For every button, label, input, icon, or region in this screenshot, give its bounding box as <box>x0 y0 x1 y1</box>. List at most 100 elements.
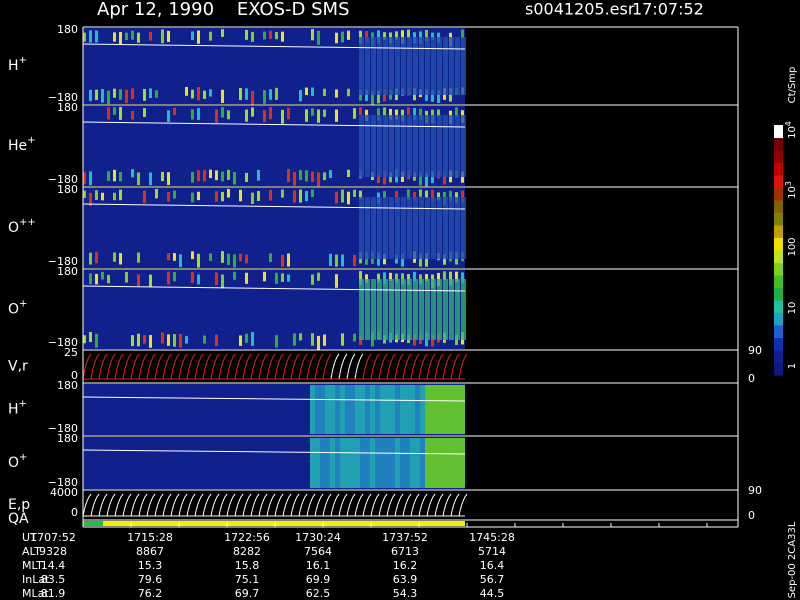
qa-bar <box>83 521 465 526</box>
spectrogram-cell <box>377 197 382 259</box>
footer-value: 1745:28 <box>469 531 515 544</box>
y-tick-label: −180 <box>48 173 78 186</box>
spectrogram-cell <box>431 334 434 347</box>
colorbar-cell <box>774 362 783 376</box>
curve <box>122 493 132 517</box>
spectrogram-cell <box>89 252 92 265</box>
spectrogram-cell <box>449 37 454 95</box>
spectrogram-cell <box>275 87 278 100</box>
panel-label-text: He <box>8 138 27 154</box>
curve <box>402 493 412 517</box>
spectrogram-cell <box>233 172 236 185</box>
spectrogram-cell <box>407 115 412 177</box>
panel-label-sup: + <box>27 135 35 146</box>
spectrogram-cell <box>173 334 176 347</box>
footer-value: 79.6 <box>138 573 163 586</box>
spectrogram-cell <box>425 274 428 282</box>
spectrogram-cell <box>377 172 380 184</box>
spectrogram-cell <box>355 385 360 434</box>
curve <box>314 353 324 380</box>
colorbar-cell <box>774 200 783 213</box>
curve <box>290 353 300 380</box>
spectrogram-cell <box>395 438 400 488</box>
curve <box>130 353 140 380</box>
curve <box>226 353 236 380</box>
spectrogram-cell <box>330 438 335 488</box>
colorbar-label-base: 100 <box>787 237 798 256</box>
spectrogram-cell <box>233 271 236 280</box>
spectrogram-cell <box>419 37 424 95</box>
curve <box>194 353 204 380</box>
spectrogram-cell <box>431 279 436 340</box>
curve <box>154 353 164 380</box>
spectrogram-cell <box>425 438 430 488</box>
colorbar-cell <box>774 275 783 288</box>
spectrogram-cell <box>390 438 395 488</box>
spectrogram-cell <box>191 271 194 283</box>
spectrogram-cell <box>450 385 455 434</box>
y-tick-label: −180 <box>48 91 78 104</box>
colorbar-title: Ct/Smp <box>787 67 798 104</box>
spectrogram-cell <box>407 279 412 340</box>
spectrogram-cell <box>413 271 416 282</box>
panel-label-text: O <box>8 302 19 318</box>
spectrogram-cell <box>365 385 370 434</box>
spectrogram-cell <box>215 109 218 123</box>
colorbar-label-base: 1 <box>787 363 798 369</box>
spectrogram-cell <box>431 37 436 95</box>
spectrogram-cell <box>245 109 248 122</box>
spectrogram-cell <box>400 385 405 434</box>
curve <box>322 353 332 380</box>
y-tick-label: −180 <box>48 336 78 349</box>
curve <box>306 493 316 517</box>
spectrogram-cell <box>317 335 320 350</box>
spectrogram-cell <box>203 170 206 182</box>
spectrogram-cell <box>455 279 460 340</box>
spectrogram-cell <box>389 197 394 259</box>
colorbar-label: 10 <box>787 302 798 315</box>
spectrogram-cell <box>287 107 290 120</box>
spectrogram-cell <box>320 438 325 488</box>
colorbar-label-exp: 4 <box>784 121 793 126</box>
y-tick-label: 180 <box>57 265 78 278</box>
colorbar-label-base: 10 <box>787 126 798 139</box>
curve <box>242 353 252 380</box>
spectrogram-cell <box>335 32 338 44</box>
spectrogram-cell <box>419 115 424 177</box>
curve <box>434 353 444 380</box>
spectrogram-cell <box>340 438 345 488</box>
spectrogram-cell <box>395 279 400 340</box>
curve <box>210 353 220 380</box>
spectrogram-cell <box>347 191 350 205</box>
curve <box>418 493 428 517</box>
spectrogram-cell <box>275 272 278 284</box>
spectrogram-cell <box>461 29 464 39</box>
spectrogram-cell <box>395 191 398 203</box>
spectrogram-cell <box>315 438 320 488</box>
spectrogram-cell <box>311 87 314 96</box>
curve <box>370 493 380 517</box>
spectrogram-cell <box>83 172 86 185</box>
spectrogram-cell <box>323 172 326 181</box>
spectrogram-cell <box>299 90 302 102</box>
spectrogram-cell <box>281 109 284 124</box>
spectrogram-cell <box>455 197 460 259</box>
curve <box>250 353 260 380</box>
spectrogram-cell <box>215 334 218 346</box>
panel-label: O+ <box>8 299 27 318</box>
spectrogram-cell <box>83 335 86 344</box>
spectrogram-cell <box>167 271 170 285</box>
panel-label-sup: + <box>19 299 27 310</box>
colorbar-cell <box>774 237 783 251</box>
spectrogram-cell <box>383 253 386 265</box>
spectrogram-cell <box>437 192 440 201</box>
panel-label: QA <box>8 511 29 527</box>
spectrogram-cell <box>155 90 158 98</box>
spectrogram-cell <box>317 272 320 281</box>
curve <box>218 353 228 380</box>
spectrogram-cell <box>419 172 422 186</box>
spectrogram-cell <box>143 190 146 204</box>
curve <box>90 353 100 380</box>
curve <box>402 353 412 380</box>
spectrogram-cell <box>335 438 340 488</box>
